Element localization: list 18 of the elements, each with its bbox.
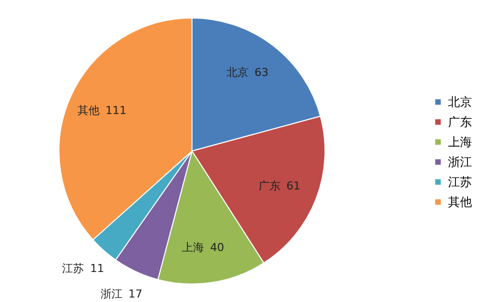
data-label: 40 <box>210 240 224 254</box>
data-label: 17 <box>128 287 142 300</box>
data-label: 111 <box>106 104 127 118</box>
legend-label: 上海 <box>448 135 472 149</box>
slice-label: 北京 <box>226 66 249 80</box>
data-label: 63 <box>254 66 269 80</box>
slice-label: 其他 <box>78 104 100 118</box>
legend-label: 江苏 <box>448 175 472 189</box>
slice-label: 上海 <box>182 240 204 254</box>
legend-label: 北京 <box>448 95 472 109</box>
data-label: 61 <box>286 179 300 192</box>
slice-label: 广东 <box>258 179 280 192</box>
slice-label: 江苏 <box>62 262 84 276</box>
slice-label: 浙江 <box>100 287 122 300</box>
legend-label: 浙江 <box>448 155 472 169</box>
data-label: 11 <box>90 262 104 276</box>
legend-label: 广东 <box>448 115 472 129</box>
legend-label: 其他 <box>448 195 472 209</box>
